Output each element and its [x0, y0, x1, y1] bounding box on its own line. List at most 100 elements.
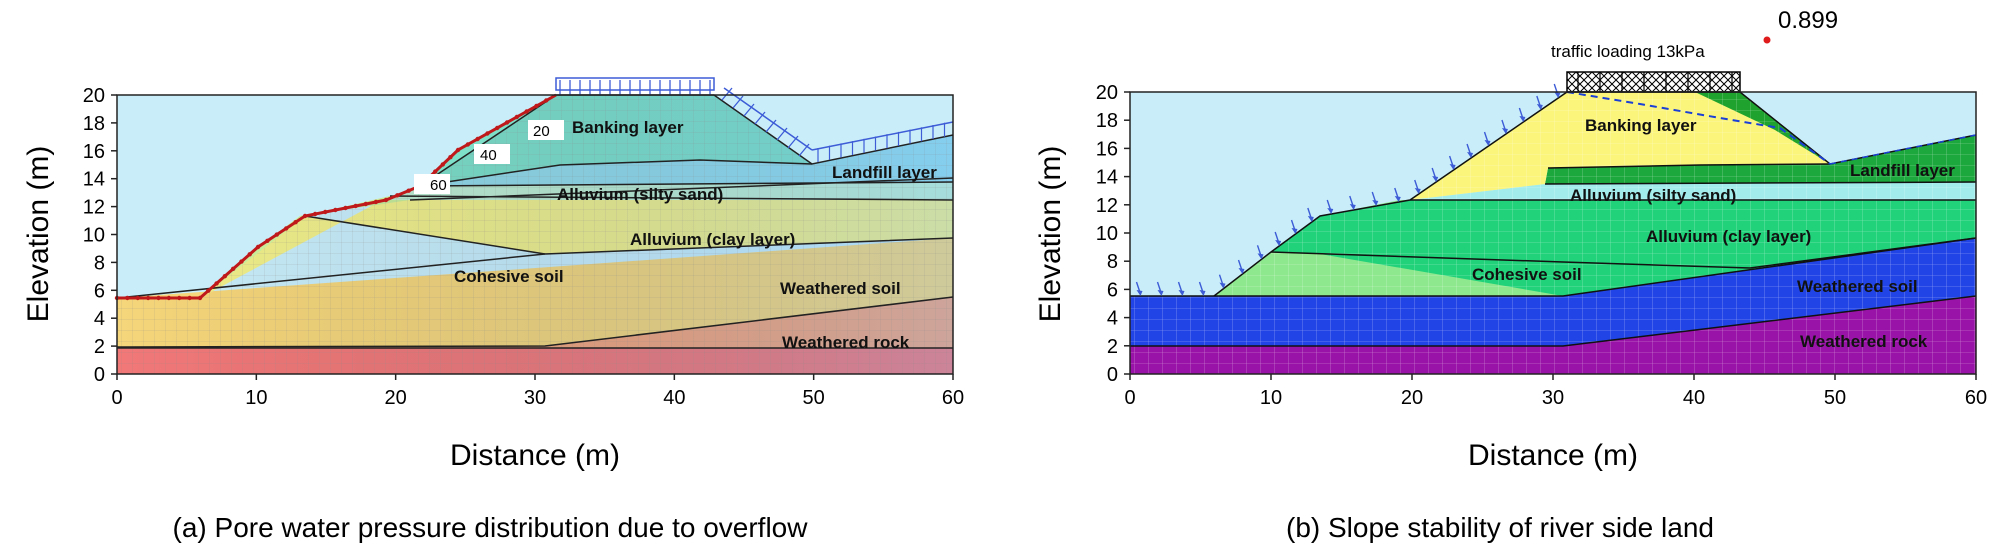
y-tick-label: 6 [1107, 279, 1118, 301]
slip-surface-right [1829, 134, 1977, 165]
x-tick-label: 30 [1542, 387, 1564, 409]
contour-labels-a: 20 40 60 [414, 120, 564, 194]
phreatic-node [333, 207, 338, 213]
label-weathered-rock-a: Weathered rock [782, 333, 910, 352]
load-arrow-a [732, 95, 744, 109]
label-cohesive-soil-a: Cohesive soil [454, 267, 564, 286]
phreatic-node [383, 197, 389, 203]
water-arrow-head-b [1257, 253, 1264, 260]
y-tick-label: 8 [1107, 251, 1118, 273]
phreatic-node [156, 295, 161, 301]
contour-label-60: 60 [430, 177, 447, 194]
mesh-grid-b [1130, 92, 1976, 374]
ticks-a: 0 10 20 30 40 50 60 0 2 4 6 8 10 12 14 16 18 20 [83, 85, 964, 409]
x-tick-label: 0 [111, 387, 122, 409]
x-tick-label: 20 [385, 387, 407, 409]
water-arrow-head-b [1501, 128, 1508, 134]
x-tick-label: 10 [245, 387, 267, 409]
label-alluvium-clay-a: Alluvium (clay layer) [630, 230, 795, 249]
phreatic-node [239, 259, 244, 264]
x-axis-title-a: Distance (m) [450, 439, 620, 472]
contour-label-40: 40 [480, 147, 497, 164]
y-axis-title-b: Elevation (m) [1034, 146, 1067, 323]
phreatic-node [465, 142, 470, 147]
water-arrow-head-b [1449, 164, 1456, 170]
phreatic-node [274, 232, 279, 237]
slip-surface [1566, 91, 1831, 165]
phreatic-node [312, 211, 318, 217]
panel-b: traffic loading 13kPa 0.899 0 10 20 30 40 50 6… [1034, 7, 1987, 543]
phreatic-node [255, 244, 261, 250]
x-tick-label: 60 [942, 387, 964, 409]
caption-a: (a) Pore water pressure distribution due… [173, 512, 809, 543]
x-tick-label: 20 [1401, 387, 1423, 409]
y-tick-label: 16 [83, 141, 105, 163]
water-arrow-head-b [1484, 140, 1491, 146]
label-alluvium-clay-b: Alluvium (clay layer) [1646, 227, 1811, 246]
water-arrow-head-b [1467, 152, 1474, 158]
phreatic-node [455, 147, 461, 153]
load-arrow-a [765, 119, 777, 133]
contour-label-20: 20 [533, 123, 550, 140]
y-tick-label: 2 [94, 336, 105, 358]
phreatic-node [247, 252, 252, 257]
phreatic-points [114, 98, 549, 301]
label-banking-layer-a: Banking layer [572, 118, 684, 137]
load-arrow-a [721, 87, 733, 101]
y-tick-label: 16 [1096, 138, 1118, 160]
x-tick-label: 0 [1124, 387, 1135, 409]
water-arrow-head-b [1536, 104, 1543, 110]
y-tick-label: 6 [94, 280, 105, 302]
x-tick-label: 10 [1260, 387, 1282, 409]
water-arrow-head-b [1275, 240, 1282, 246]
phreatic-node [343, 205, 348, 211]
label-alluvium-sand-b: Alluvium (silty sand) [1570, 186, 1736, 205]
phreatic-node [135, 295, 140, 301]
y-tick-label: 0 [94, 364, 105, 386]
load-arrow-a [743, 103, 755, 117]
y-tick-label: 2 [1107, 336, 1118, 358]
x-tick-label: 50 [803, 387, 825, 409]
label-weathered-rock-b: Weathered rock [1800, 332, 1928, 351]
y-tick-label: 4 [94, 308, 105, 330]
phreatic-node [524, 109, 529, 114]
water-arrow-head-b [1394, 196, 1401, 202]
y-tick-label: 18 [83, 113, 105, 135]
phreatic-node [514, 114, 519, 120]
phreatic-node [440, 162, 445, 167]
x-tick-label: 30 [524, 387, 546, 409]
phreatic-node [125, 295, 130, 301]
factor-of-safety-value: 0.899 [1778, 7, 1838, 34]
phreatic-node [406, 188, 411, 193]
slip-center-point [1763, 36, 1771, 44]
crest-load-block-a [555, 77, 715, 91]
y-tick-label: 10 [1096, 223, 1118, 245]
phreatic-node [145, 295, 151, 301]
x-axis-title-b: Distance (m) [1468, 439, 1638, 472]
phreatic-node [222, 273, 228, 279]
mesh-grid-a [117, 95, 953, 374]
y-tick-label: 14 [1096, 167, 1118, 189]
traffic-load-block [1566, 71, 1741, 93]
label-weathered-soil-b: Weathered soil [1797, 277, 1918, 296]
label-banking-layer-b: Banking layer [1585, 116, 1697, 135]
water-arrow-head-b [1307, 216, 1314, 222]
phreatic-node [433, 169, 438, 174]
phreatic-node [265, 238, 270, 243]
phreatic-node [395, 193, 400, 198]
y-tick-label: 14 [83, 169, 105, 191]
phreatic-node [284, 226, 289, 231]
water-arrow-head-b [1432, 176, 1439, 182]
ticks-b: 0 10 20 30 40 50 60 0 2 4 6 8 10 12 14 16 18 20 [1096, 82, 1987, 409]
caption-b: (b) Slope stability of river side land [1286, 512, 1714, 543]
phreatic-node [504, 120, 510, 125]
label-weathered-soil-a: Weathered soil [780, 279, 901, 298]
water-arrow-head-b [1178, 290, 1185, 296]
phreatic-node [166, 295, 172, 301]
phreatic-node [206, 288, 211, 293]
phreatic-node [495, 125, 500, 131]
y-tick-label: 12 [1096, 195, 1118, 217]
phreatic-node [363, 201, 368, 207]
phreatic-node [187, 295, 192, 301]
